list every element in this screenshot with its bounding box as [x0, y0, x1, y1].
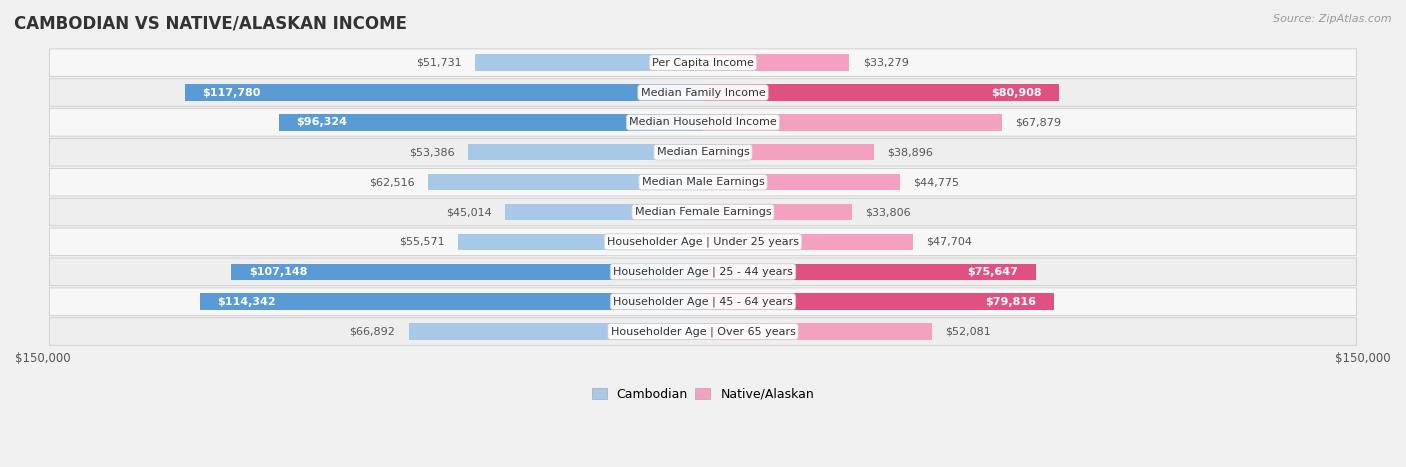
Bar: [703, 114, 1001, 131]
Text: $52,081: $52,081: [945, 326, 991, 337]
Bar: [458, 234, 703, 250]
Text: Householder Age | 45 - 64 years: Householder Age | 45 - 64 years: [613, 297, 793, 307]
FancyBboxPatch shape: [49, 198, 1357, 226]
Bar: [703, 174, 900, 191]
FancyBboxPatch shape: [49, 258, 1357, 285]
Text: $33,279: $33,279: [863, 57, 908, 68]
Text: $53,386: $53,386: [409, 147, 454, 157]
Text: $55,571: $55,571: [399, 237, 446, 247]
Text: $38,896: $38,896: [887, 147, 934, 157]
Text: $107,148: $107,148: [249, 267, 308, 277]
FancyBboxPatch shape: [49, 49, 1357, 77]
Text: $44,775: $44,775: [914, 177, 959, 187]
Text: CAMBODIAN VS NATIVE/ALASKAN INCOME: CAMBODIAN VS NATIVE/ALASKAN INCOME: [14, 14, 408, 32]
Text: Median Household Income: Median Household Income: [628, 117, 778, 127]
Bar: [703, 263, 1036, 280]
Text: $96,324: $96,324: [297, 117, 347, 127]
Text: Median Female Earnings: Median Female Earnings: [634, 207, 772, 217]
FancyBboxPatch shape: [49, 228, 1357, 255]
FancyBboxPatch shape: [49, 79, 1357, 106]
Bar: [703, 144, 875, 161]
Bar: [703, 204, 852, 220]
Legend: Cambodian, Native/Alaskan: Cambodian, Native/Alaskan: [586, 383, 820, 406]
FancyBboxPatch shape: [49, 288, 1357, 315]
Bar: [409, 323, 703, 340]
Text: Source: ZipAtlas.com: Source: ZipAtlas.com: [1274, 14, 1392, 24]
Bar: [505, 204, 703, 220]
FancyBboxPatch shape: [49, 318, 1357, 345]
Bar: [200, 293, 703, 310]
Text: $80,908: $80,908: [991, 87, 1042, 98]
FancyBboxPatch shape: [49, 109, 1357, 136]
Text: Median Male Earnings: Median Male Earnings: [641, 177, 765, 187]
Text: Per Capita Income: Per Capita Income: [652, 57, 754, 68]
Text: Householder Age | Over 65 years: Householder Age | Over 65 years: [610, 326, 796, 337]
Bar: [427, 174, 703, 191]
Bar: [278, 114, 703, 131]
Text: $45,014: $45,014: [446, 207, 492, 217]
FancyBboxPatch shape: [49, 169, 1357, 196]
Text: $75,647: $75,647: [967, 267, 1018, 277]
Bar: [703, 84, 1059, 101]
Bar: [475, 55, 703, 71]
Bar: [232, 263, 703, 280]
Text: Householder Age | Under 25 years: Householder Age | Under 25 years: [607, 237, 799, 247]
Text: $79,816: $79,816: [986, 297, 1036, 307]
Bar: [703, 234, 912, 250]
Text: $117,780: $117,780: [202, 87, 260, 98]
Bar: [184, 84, 703, 101]
Bar: [468, 144, 703, 161]
Bar: [703, 55, 849, 71]
Text: $33,806: $33,806: [865, 207, 911, 217]
Text: Median Earnings: Median Earnings: [657, 147, 749, 157]
Text: Householder Age | 25 - 44 years: Householder Age | 25 - 44 years: [613, 267, 793, 277]
Text: $114,342: $114,342: [218, 297, 276, 307]
Text: $67,879: $67,879: [1015, 117, 1062, 127]
Text: $51,731: $51,731: [416, 57, 463, 68]
Bar: [703, 323, 932, 340]
Text: $66,892: $66,892: [350, 326, 395, 337]
Text: $47,704: $47,704: [927, 237, 972, 247]
Text: Median Family Income: Median Family Income: [641, 87, 765, 98]
Bar: [703, 293, 1054, 310]
FancyBboxPatch shape: [49, 139, 1357, 166]
Text: $62,516: $62,516: [368, 177, 415, 187]
